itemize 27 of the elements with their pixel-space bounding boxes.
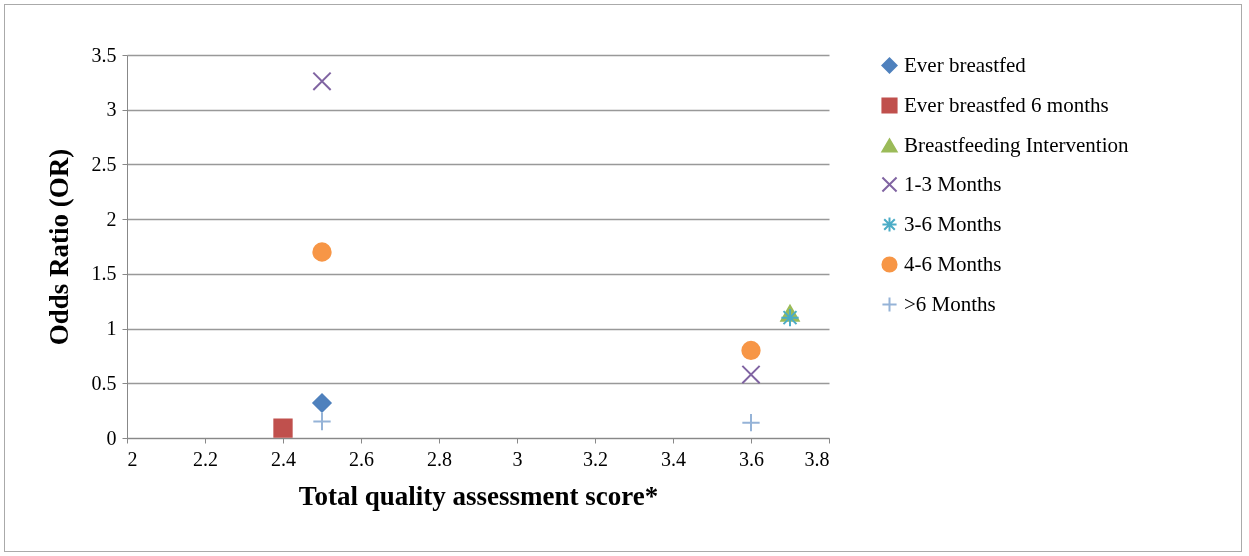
y-tick-label: 3 bbox=[106, 98, 117, 121]
legend-label: Ever breastfed 6 months bbox=[904, 92, 1109, 117]
x-tick-label: 3.8 bbox=[804, 447, 830, 470]
x-tick-label: 2 bbox=[127, 447, 138, 470]
legend-label: 1-3 Months bbox=[904, 171, 1002, 196]
x-tick-label: 2.6 bbox=[349, 447, 374, 470]
x-tick-label: 3 bbox=[512, 447, 523, 470]
y-tick-label: 0.5 bbox=[91, 371, 117, 394]
y-tick-label: 1.5 bbox=[91, 262, 117, 285]
y-tick-label: 2 bbox=[106, 207, 117, 230]
x-tick-label: 2.4 bbox=[271, 447, 296, 470]
legend-label: Breastfeeding Intervention bbox=[904, 132, 1129, 157]
x-tick-label: 3.2 bbox=[583, 447, 608, 470]
y-tick-label: 3.5 bbox=[91, 43, 117, 66]
x-tick-label: 2.2 bbox=[193, 447, 218, 470]
y-tick-label: 0 bbox=[106, 426, 117, 449]
y-tick-label: 2.5 bbox=[91, 152, 117, 175]
legend-label: >6 Months bbox=[904, 291, 996, 316]
legend-label: 3-6 Months bbox=[904, 211, 1002, 236]
x-axis-title: Total quality assessment score* bbox=[298, 480, 659, 511]
x-tick-label: 3.6 bbox=[739, 447, 764, 470]
y-axis-title: Odds Ratio (OR) bbox=[43, 148, 74, 346]
x-tick-label: 3.4 bbox=[661, 447, 686, 470]
legend-label: 4-6 Months bbox=[904, 251, 1002, 276]
legend-label: Ever breastfed bbox=[904, 52, 1027, 77]
x-tick-label: 2.8 bbox=[427, 447, 452, 470]
y-tick-label: 1 bbox=[106, 317, 117, 340]
